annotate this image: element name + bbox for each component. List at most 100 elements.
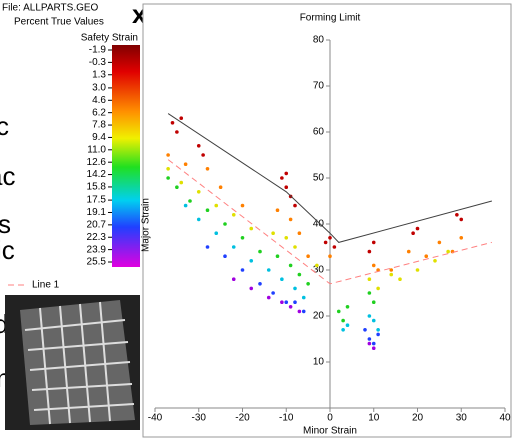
legend-label: Line 1 (32, 280, 60, 291)
point (249, 226, 254, 231)
point (271, 291, 275, 295)
point (223, 254, 227, 258)
point (240, 268, 245, 272)
point (306, 282, 310, 286)
point (371, 318, 376, 323)
colorbar-title: Safety Strain (81, 33, 138, 44)
y-tick-label: 30 (313, 265, 325, 276)
background-text: d (0, 309, 8, 339)
point (284, 300, 289, 305)
point (398, 277, 402, 282)
point (297, 231, 302, 235)
point (205, 208, 210, 212)
colorbar-tick-label: 9.4 (92, 132, 106, 143)
colorbar-tick-label: 22.3 (87, 232, 107, 243)
point (201, 153, 205, 157)
point (306, 254, 310, 258)
point (280, 176, 284, 180)
colorbar-tick-label: 23.9 (87, 244, 107, 255)
point (315, 263, 319, 268)
point (323, 240, 328, 245)
point (288, 305, 293, 309)
point (231, 277, 236, 282)
point (170, 121, 175, 125)
point (367, 291, 372, 295)
point (166, 153, 170, 157)
point (258, 282, 262, 286)
point (459, 217, 464, 222)
point (266, 295, 271, 300)
point (424, 254, 429, 258)
point (179, 180, 184, 185)
point (288, 263, 293, 268)
point (367, 277, 372, 282)
y-axis-label: Major Strain (141, 198, 152, 252)
point (214, 203, 219, 208)
y-tick-label: 70 (313, 81, 325, 92)
point (437, 240, 442, 245)
x-tick-label: 0 (327, 413, 333, 424)
point (367, 341, 372, 346)
point (249, 259, 254, 263)
point (280, 300, 284, 305)
point (288, 217, 293, 222)
point (345, 323, 350, 328)
colorbar (112, 45, 140, 267)
colorbar-tick-label: 1.3 (92, 69, 106, 80)
file-name: File: ALLPARTS.GEO (2, 3, 99, 14)
point (266, 268, 271, 272)
point (301, 309, 306, 314)
colorbar-tick-label: 12.6 (87, 157, 107, 168)
colorbar-tick-label: 25.5 (87, 257, 107, 268)
point (341, 328, 345, 332)
colorbar-tick-label: -1.9 (89, 45, 107, 56)
background-text: c (0, 111, 9, 141)
point (218, 185, 223, 189)
point (166, 176, 170, 180)
point (231, 245, 236, 249)
colorbar-tick-label: 6.2 (92, 107, 106, 118)
x-tick-label: 20 (412, 413, 424, 424)
colorbar-tick-label: 7.8 (92, 120, 106, 131)
point (205, 167, 210, 171)
point (293, 300, 297, 305)
point (389, 268, 394, 272)
point (367, 249, 372, 254)
point (367, 337, 372, 341)
y-tick-label: 10 (313, 357, 325, 368)
background-text: s (0, 209, 11, 239)
point (293, 203, 297, 208)
point (240, 236, 245, 240)
x-tick-label: 30 (456, 413, 468, 424)
point (371, 263, 376, 268)
point (371, 341, 376, 346)
point (406, 249, 411, 254)
y-tick-label: 60 (313, 127, 325, 138)
point (183, 203, 188, 208)
point (231, 213, 236, 217)
point (175, 185, 179, 189)
point (433, 259, 437, 263)
point (363, 328, 367, 332)
colorbar-tick-label: 15.8 (87, 182, 107, 193)
point (376, 328, 380, 332)
subtitle: Percent True Values (14, 17, 104, 28)
point (271, 231, 275, 235)
point (166, 167, 170, 171)
point (297, 272, 302, 277)
point (446, 249, 450, 254)
x-axis-label: Minor Strain (303, 426, 357, 437)
point (459, 236, 464, 240)
point (205, 245, 210, 249)
point (328, 236, 332, 240)
point (336, 309, 341, 314)
colorbar-tick-label: 11.0 (87, 144, 106, 155)
chart-title: Forming Limit (300, 13, 361, 24)
point (280, 277, 284, 282)
point (376, 286, 380, 291)
point (284, 236, 289, 240)
point (284, 171, 289, 176)
point (275, 208, 280, 212)
point (284, 185, 289, 189)
